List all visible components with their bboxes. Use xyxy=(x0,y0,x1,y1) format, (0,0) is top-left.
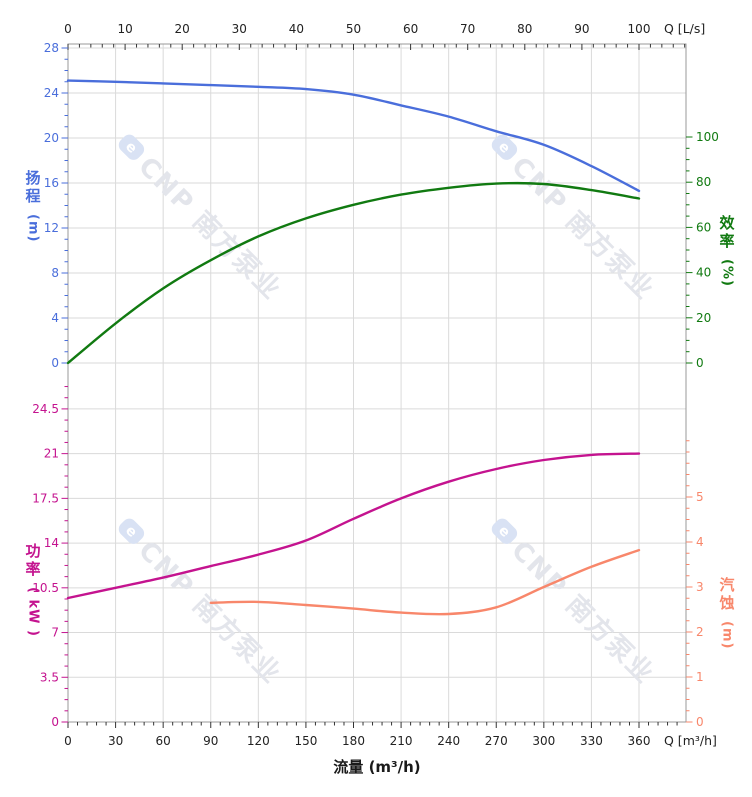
npsh-curve xyxy=(209,548,641,616)
plot-border xyxy=(67,43,687,723)
power-tick-label: 24.5 xyxy=(32,402,59,416)
axis-ticks xyxy=(61,44,693,728)
top-tick-label: 10 xyxy=(117,22,132,36)
power-tick-label: 17.5 xyxy=(32,491,59,505)
efficiency-tick-label: 20 xyxy=(696,311,711,325)
top-tick-label: 70 xyxy=(460,22,475,36)
bottom-tick-label: 120 xyxy=(247,734,270,748)
power-tick-label: 7 xyxy=(51,626,59,640)
top-tick-label: 30 xyxy=(232,22,247,36)
head-tick-label: 28 xyxy=(44,41,59,55)
power-tick-label: 14 xyxy=(44,536,59,550)
bottom-tick-label: 0 xyxy=(64,734,72,748)
power-curve xyxy=(66,452,641,600)
bottom-tick-label: 150 xyxy=(294,734,317,748)
watermark-logo-icon xyxy=(491,518,518,544)
head-tick-label: 20 xyxy=(44,131,59,145)
curves xyxy=(66,79,641,616)
watermark-text: CNP 南方泵业 xyxy=(505,535,661,691)
efficiency-tick-label: 60 xyxy=(696,220,711,234)
npsh-axis-title-text: 汽蚀 xyxy=(717,577,736,613)
watermark-logo-icon xyxy=(118,518,145,544)
top-tick-label: 90 xyxy=(574,22,589,36)
npsh-tick-label: 3 xyxy=(696,580,704,594)
head-tick-label: 24 xyxy=(44,86,59,100)
bottom-tick-label: 360 xyxy=(628,734,651,748)
top-tick-label: 100 xyxy=(628,22,651,36)
power-tick-label: 3.5 xyxy=(40,670,59,684)
top-axis-unit-label: Q [L/s] xyxy=(664,21,706,36)
head-curve xyxy=(66,79,641,193)
watermark-logo-icon xyxy=(118,134,145,160)
efficiency-axis-unit: (%) xyxy=(719,259,735,287)
watermark-text: CNP 南方泵业 xyxy=(132,535,288,691)
npsh-tick-label: 4 xyxy=(696,535,704,549)
head-tick-label: 8 xyxy=(51,266,59,280)
watermark-text: CNP 南方泵业 xyxy=(132,151,288,307)
head-axis-title-text: 扬程 xyxy=(23,170,42,206)
power-axis-title-text: 功率 xyxy=(23,543,42,579)
top-tick-label: 50 xyxy=(346,22,361,36)
npsh-axis-title: 汽蚀 (m) xyxy=(717,577,736,650)
efficiency-tick-label: 80 xyxy=(696,175,711,189)
npsh-tick-label: 1 xyxy=(696,670,704,684)
bottom-tick-label: 30 xyxy=(108,734,123,748)
npsh-tick-label: 5 xyxy=(696,490,704,504)
x-axis-title: 流量 (m³/h) xyxy=(333,758,421,776)
bottom-tick-label: 210 xyxy=(390,734,413,748)
head-tick-label: 0 xyxy=(51,356,59,370)
bottom-tick-label: 270 xyxy=(485,734,508,748)
efficiency-axis-title: 效率 (%) xyxy=(717,215,736,287)
power-axis-unit: ( kW ) xyxy=(25,587,41,637)
gridlines xyxy=(68,44,686,722)
top-tick-label: 20 xyxy=(175,22,190,36)
head-axis-unit: (m) xyxy=(25,214,41,243)
head-tick-label: 4 xyxy=(51,311,59,325)
power-tick-label: 21 xyxy=(44,447,59,461)
bottom-tick-label: 240 xyxy=(437,734,460,748)
bottom-tick-label: 60 xyxy=(156,734,171,748)
bottom-tick-label: 300 xyxy=(532,734,555,748)
power-axis-title: 功率 ( kW ) xyxy=(23,543,42,637)
watermark-text: CNP 南方泵业 xyxy=(505,151,661,307)
power-tick-label: 10.5 xyxy=(32,581,59,595)
npsh-tick-label: 2 xyxy=(696,625,704,639)
npsh-tick-label: 0 xyxy=(696,715,704,729)
watermark-logo-icon xyxy=(491,134,518,160)
top-tick-label: 80 xyxy=(517,22,532,36)
npsh-axis-unit: (m) xyxy=(719,621,735,650)
efficiency-tick-label: 0 xyxy=(696,356,704,370)
efficiency-curve xyxy=(66,181,641,365)
bottom-tick-label: 330 xyxy=(580,734,603,748)
head-tick-label: 12 xyxy=(44,221,59,235)
bottom-tick-label: 90 xyxy=(203,734,218,748)
bottom-axis-unit-label: Q [m³/h] xyxy=(664,733,717,748)
bottom-tick-label: 180 xyxy=(342,734,365,748)
efficiency-axis-title-text: 效率 xyxy=(717,215,736,251)
power-tick-label: 0 xyxy=(51,715,59,729)
top-tick-label: 40 xyxy=(289,22,304,36)
top-tick-label: 60 xyxy=(403,22,418,36)
efficiency-tick-label: 100 xyxy=(696,130,719,144)
head-tick-label: 16 xyxy=(44,176,59,190)
head-axis-title: 扬程 (m) xyxy=(23,170,42,243)
top-tick-label: 0 xyxy=(64,22,72,36)
efficiency-tick-label: 40 xyxy=(696,266,711,280)
